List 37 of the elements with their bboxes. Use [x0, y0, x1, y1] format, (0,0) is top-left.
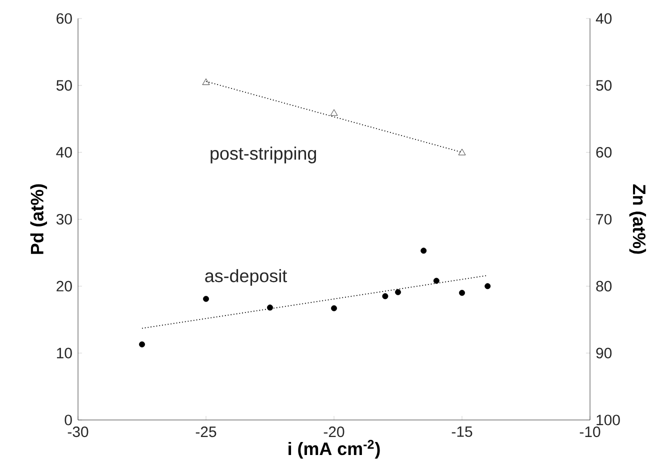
y-tick-label: 20 [56, 280, 72, 292]
y2-tick-label: 50 [596, 80, 612, 91]
point [420, 248, 427, 254]
point [433, 278, 440, 284]
y-tick-label: 60 [56, 13, 72, 24]
point [202, 78, 210, 85]
x-tick-label: -10 [580, 426, 600, 438]
y-axis-title: Pd (at%) [30, 184, 48, 254]
y2-axis-title: Zn (at%) [629, 184, 646, 254]
y-tick-label: 40 [56, 147, 72, 158]
y2-tick-label: 40 [596, 13, 612, 24]
x-tick-label: -20 [324, 426, 344, 438]
series-label: post-stripping [210, 146, 316, 164]
y2-tick-label: 60 [596, 147, 612, 158]
point [382, 293, 388, 300]
x-axis-title: i (mA cm$^{-2}$) [288, 440, 380, 459]
point [484, 283, 491, 290]
y-tick-label: 0 [64, 414, 72, 426]
x-tick-label: -30 [68, 426, 88, 438]
x-tick-label: -25 [196, 426, 216, 438]
point [203, 296, 210, 302]
y2-tick-label: 90 [596, 348, 612, 358]
y2-tick-label: 80 [596, 280, 612, 292]
point [267, 304, 274, 311]
series-label: as-deposit [205, 269, 288, 286]
point [139, 341, 146, 348]
y-tick-label: 50 [56, 80, 72, 91]
y-tick-label: 30 [56, 214, 72, 225]
point [395, 289, 402, 296]
y2-tick-label: 70 [596, 214, 612, 225]
point [330, 109, 338, 116]
y-tick-label: 10 [57, 348, 72, 358]
point [459, 290, 466, 296]
point [331, 305, 338, 312]
y2-tick-label: 100 [596, 414, 620, 426]
point [458, 148, 466, 156]
x-tick-label: -15 [452, 426, 472, 437]
